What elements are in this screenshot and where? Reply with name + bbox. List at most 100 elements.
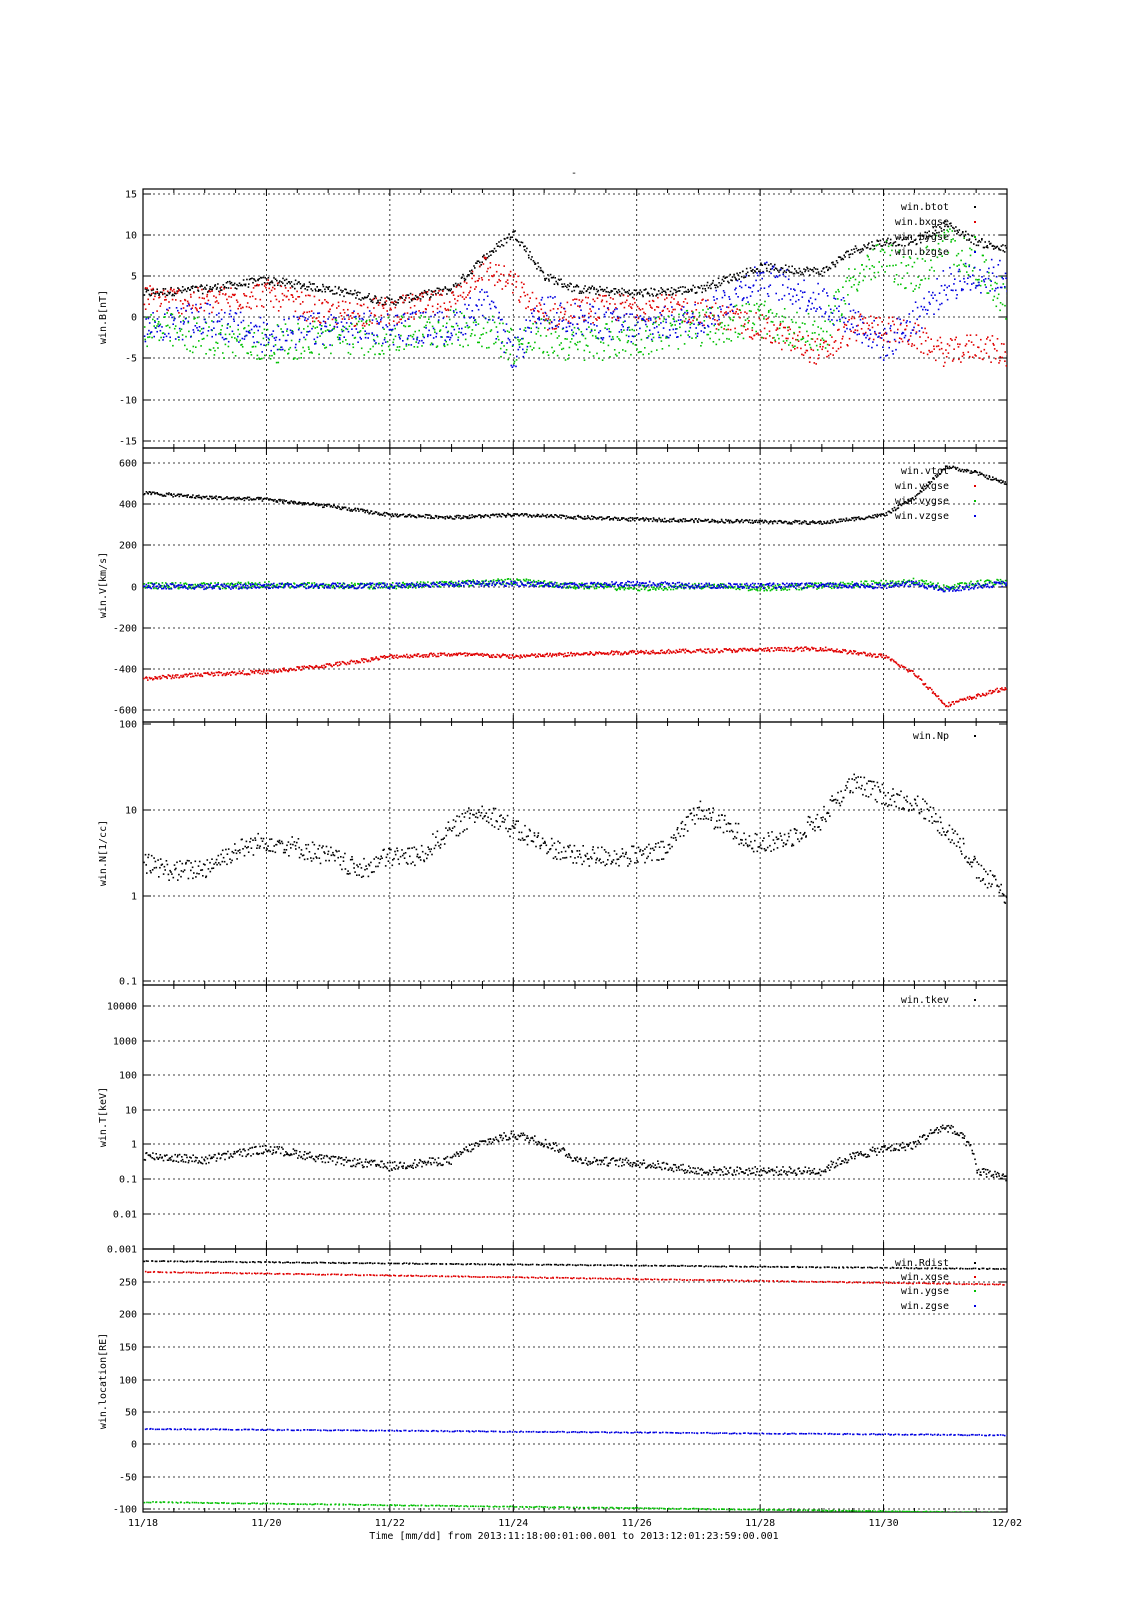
data-point <box>372 338 375 341</box>
data-point <box>359 661 361 664</box>
data-point <box>859 318 862 321</box>
data-point <box>334 321 337 324</box>
data-point <box>409 334 412 337</box>
data-point <box>913 261 916 264</box>
data-point <box>186 675 188 678</box>
data-point <box>362 658 365 660</box>
data-point <box>428 514 431 516</box>
data-point <box>308 310 311 313</box>
data-point <box>457 514 460 517</box>
data-point <box>824 311 827 313</box>
data-point <box>444 518 447 520</box>
data-point <box>655 320 657 323</box>
data-point <box>871 241 873 243</box>
data-point <box>933 348 935 350</box>
data-point <box>687 520 690 522</box>
data-point <box>489 330 492 333</box>
data-point <box>632 335 635 338</box>
data-point <box>407 318 409 320</box>
data-point <box>508 273 510 276</box>
data-point <box>429 334 432 336</box>
data-point <box>864 275 866 278</box>
data-point <box>640 338 643 341</box>
data-point <box>781 315 783 318</box>
data-point <box>622 321 625 323</box>
data-point <box>335 323 338 325</box>
data-point <box>863 334 865 336</box>
data-point <box>225 673 228 676</box>
data-point <box>180 493 183 496</box>
data-point <box>273 670 276 672</box>
data-point <box>282 282 284 285</box>
data-point <box>800 273 802 276</box>
data-point <box>849 277 852 279</box>
data-point <box>707 299 709 301</box>
data-point <box>680 334 682 337</box>
data-point <box>744 311 746 313</box>
data-point <box>344 288 346 290</box>
data-point <box>351 317 353 319</box>
data-point <box>798 326 800 329</box>
data-point <box>618 290 621 293</box>
data-point <box>276 671 278 673</box>
data-point <box>842 335 844 338</box>
data-point <box>343 336 345 338</box>
data-point <box>327 318 329 320</box>
data-point <box>284 323 287 325</box>
data-point <box>203 337 205 340</box>
data-point <box>564 310 567 313</box>
data-point <box>307 294 310 297</box>
data-point <box>743 325 746 328</box>
data-point <box>320 327 323 330</box>
data-point <box>780 267 783 269</box>
data-point <box>889 238 892 241</box>
data-point <box>494 284 496 287</box>
data-point <box>789 328 791 331</box>
data-point <box>538 310 540 313</box>
data-point <box>315 342 317 345</box>
data-point <box>706 281 709 284</box>
data-point <box>305 319 308 322</box>
data-point <box>608 335 611 338</box>
panel-1: 151050-5-10-15win.B[nT]win.btotwin.bxgse… <box>98 188 1008 449</box>
data-point <box>644 519 647 521</box>
data-point <box>368 293 370 295</box>
data-point <box>564 359 567 361</box>
data-point <box>606 323 608 325</box>
data-point <box>504 515 507 517</box>
data-point <box>991 288 994 290</box>
data-point <box>343 661 345 664</box>
data-point <box>975 334 978 336</box>
data-point <box>143 335 146 337</box>
data-point <box>954 240 956 242</box>
data-point <box>782 320 784 323</box>
data-point <box>922 331 925 334</box>
data-point <box>527 326 529 329</box>
data-point <box>709 311 712 314</box>
data-point <box>750 522 752 524</box>
data-point <box>143 294 146 296</box>
data-point <box>871 322 873 324</box>
data-point <box>403 324 405 327</box>
data-point <box>521 337 523 340</box>
data-point <box>274 295 277 297</box>
data-point <box>597 289 600 292</box>
data-point <box>939 336 942 339</box>
data-point <box>769 521 771 523</box>
data-point <box>480 515 482 517</box>
data-point <box>967 274 970 276</box>
data-point <box>354 662 357 665</box>
data-point <box>701 322 703 324</box>
data-point <box>959 280 961 282</box>
data-point <box>778 299 780 301</box>
data-point <box>356 303 359 305</box>
data-point <box>990 284 992 287</box>
data-point <box>854 278 857 281</box>
data-point <box>959 270 961 273</box>
data-point <box>608 294 610 297</box>
data-point <box>430 293 433 296</box>
data-point <box>299 303 302 305</box>
data-point <box>278 348 281 351</box>
data-point <box>890 244 893 246</box>
data-point <box>560 311 562 314</box>
